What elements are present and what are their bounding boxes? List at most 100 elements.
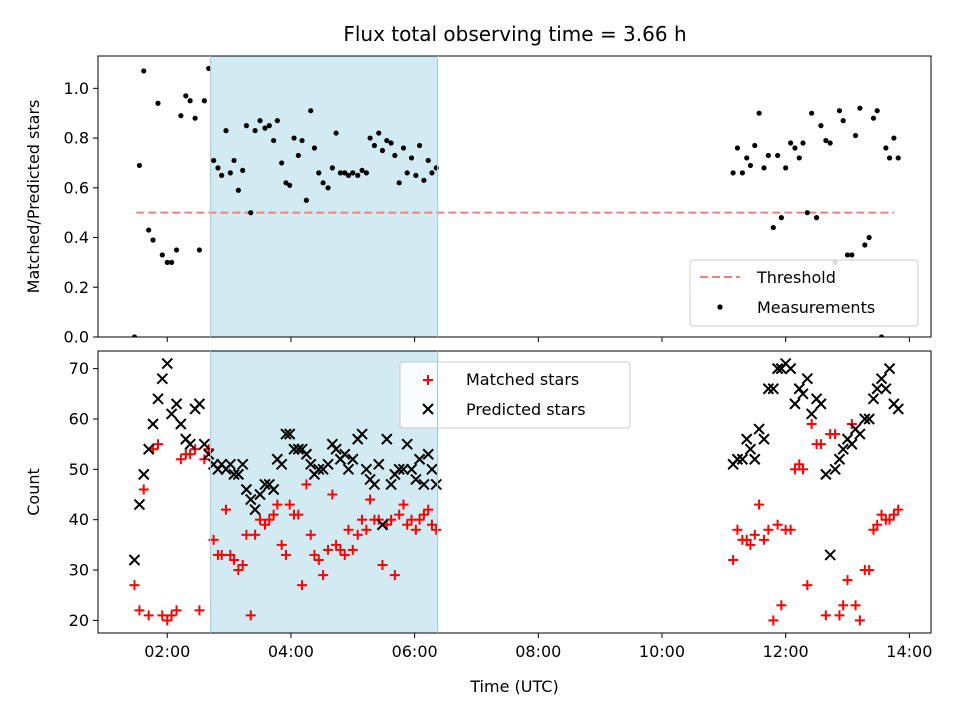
top-y-axis-label: Matched/Predicted stars — [24, 100, 43, 294]
bottom-marks — [128, 357, 904, 626]
matched-point — [229, 554, 240, 565]
measurement-point — [141, 68, 147, 74]
predicted-point — [880, 383, 892, 395]
measurement-point — [730, 170, 736, 176]
bottom-y-axis-label: Count — [24, 468, 43, 516]
predicted-point — [259, 478, 271, 491]
predicted-point — [731, 453, 744, 465]
measurement-point — [235, 187, 241, 193]
measurement-point — [248, 210, 254, 216]
matched-point — [225, 549, 236, 560]
measurement-point — [342, 170, 348, 176]
matched-point — [854, 615, 865, 626]
predicted-point — [859, 413, 871, 425]
measurement-point — [813, 215, 820, 221]
predicted-point — [837, 443, 849, 455]
measurement-point — [400, 145, 407, 151]
predicted-point — [280, 428, 292, 440]
matched-point — [152, 439, 163, 450]
measurement-point — [862, 242, 868, 248]
predicted-point — [275, 458, 288, 471]
predicted-point — [430, 478, 442, 491]
matched-point — [772, 519, 783, 530]
measurement-point — [359, 167, 365, 173]
measurement-point — [308, 108, 314, 114]
matched-point — [357, 514, 368, 525]
measurement-point — [337, 170, 344, 176]
matched-point — [745, 539, 756, 550]
matched-point — [347, 544, 358, 555]
measurement-point — [131, 334, 138, 337]
legend-threshold-label: Threshold — [756, 268, 836, 287]
x-axis-label: Time (UTC) — [469, 677, 558, 696]
matched-point — [868, 524, 879, 535]
measurement-point — [231, 157, 237, 164]
predicted-point — [393, 463, 405, 476]
matched-point — [175, 454, 186, 465]
measurement-point — [215, 165, 221, 171]
bottom-axes-frame — [97, 350, 932, 634]
predicted-point — [184, 438, 196, 450]
measurement-point — [392, 152, 398, 159]
measurement-point — [425, 157, 431, 164]
matched-point — [830, 429, 841, 440]
measurement-point — [136, 162, 143, 169]
matched-point — [339, 549, 350, 560]
predicted-point — [805, 408, 818, 420]
matched-point — [842, 575, 853, 586]
measurement-point — [201, 98, 207, 104]
predicted-point — [829, 463, 841, 476]
predicted-point — [170, 398, 183, 410]
measurement-point — [345, 172, 352, 178]
measurement-point — [809, 110, 815, 116]
matched-point — [343, 524, 354, 535]
y-tick-label: 20 — [69, 611, 89, 630]
measurement-point — [818, 123, 824, 129]
measurement-point — [266, 123, 272, 129]
matched-point — [728, 554, 739, 565]
measurement-point — [287, 182, 293, 188]
measurement-point — [792, 145, 798, 151]
bottom-legend: Matched stars Predicted stars — [399, 361, 631, 429]
predicted-point — [313, 463, 325, 476]
matched-point — [309, 549, 320, 560]
measurement-point — [320, 180, 326, 186]
predicted-point — [143, 443, 155, 455]
x-tick-label: 12:00 — [763, 642, 809, 661]
predicted-point — [385, 478, 397, 491]
measurement-point — [788, 140, 794, 146]
y-tick-label: 60 — [69, 409, 89, 428]
measurement-point — [844, 252, 851, 258]
measurement-point — [852, 132, 859, 139]
predicted-point — [789, 398, 801, 410]
predicted-point — [758, 433, 770, 445]
predicted-point — [347, 453, 359, 465]
top-shaded-span — [210, 56, 438, 337]
measurement-point — [404, 170, 410, 176]
measurement-point — [303, 197, 310, 203]
matched-point — [245, 610, 256, 621]
measurement-point — [756, 110, 762, 116]
measurement-point — [196, 247, 203, 253]
predicted-point — [863, 413, 875, 425]
matched-point — [768, 615, 779, 626]
measurement-point — [159, 252, 165, 258]
predicted-point — [300, 448, 313, 460]
predicted-point — [284, 428, 296, 440]
legend-predicted-label: Predicted stars — [466, 400, 586, 419]
measurement-point — [150, 237, 156, 243]
measurement-point — [739, 170, 745, 176]
measurement-point — [878, 334, 885, 337]
measurement-point — [376, 130, 382, 136]
measurement-point — [252, 128, 258, 134]
predicted-point — [228, 468, 240, 481]
matched-point — [402, 519, 413, 530]
measurement-point — [765, 152, 771, 159]
matched-point — [749, 529, 760, 540]
matched-point — [297, 580, 308, 591]
predicted-point — [133, 498, 146, 511]
matched-point — [272, 499, 283, 510]
measurement-point — [747, 162, 754, 169]
predicted-point — [368, 478, 381, 491]
